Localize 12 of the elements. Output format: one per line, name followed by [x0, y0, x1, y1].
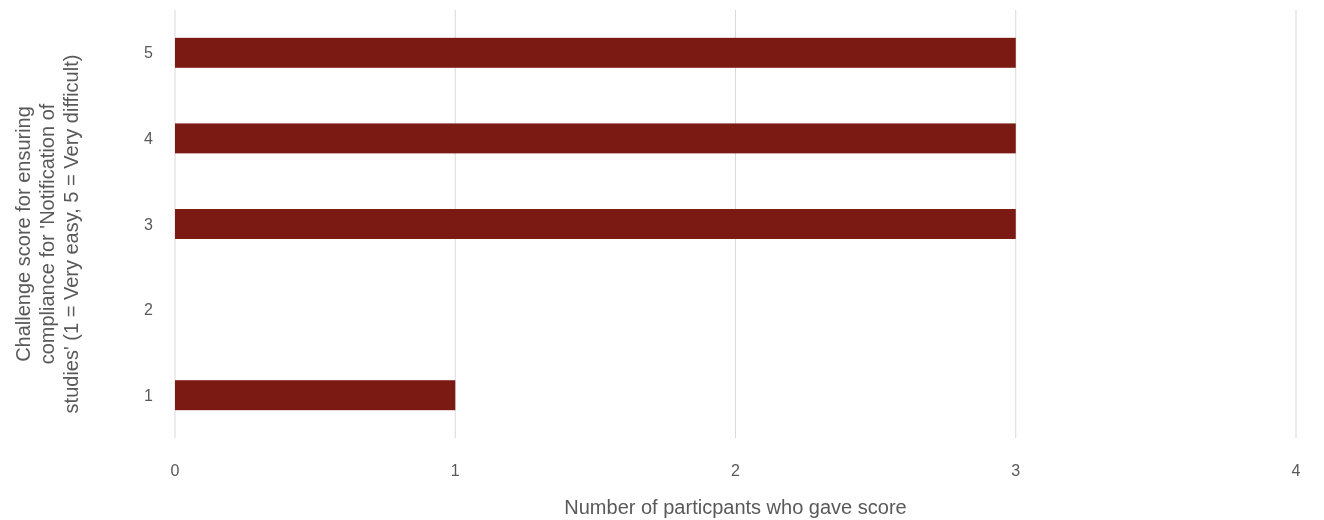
- x-tick-label: 1: [450, 462, 460, 479]
- x-axis-title: Number of particpants who gave score: [564, 496, 907, 518]
- y-tick-label: 4: [144, 130, 154, 147]
- x-tick-label: 0: [170, 462, 180, 479]
- y-tick-label: 2: [144, 301, 154, 319]
- y-tick-label: 3: [144, 215, 154, 233]
- y-tick-label: 5: [144, 44, 154, 62]
- x-tick-label: 4: [1291, 462, 1301, 479]
- x-tick-label: 3: [1011, 462, 1021, 479]
- y-tick-label: 1: [144, 386, 154, 404]
- y-axis-title: Challenge score for ensuring compliance for 'Notification of studies' (1 = Very easy, 5 = Very difficult): [12, 54, 82, 414]
- x-tick-label: 2: [731, 462, 741, 479]
